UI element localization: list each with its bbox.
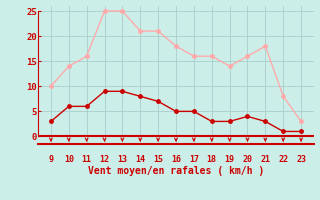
X-axis label: Vent moyen/en rafales ( km/h ): Vent moyen/en rafales ( km/h ) [88,165,264,176]
